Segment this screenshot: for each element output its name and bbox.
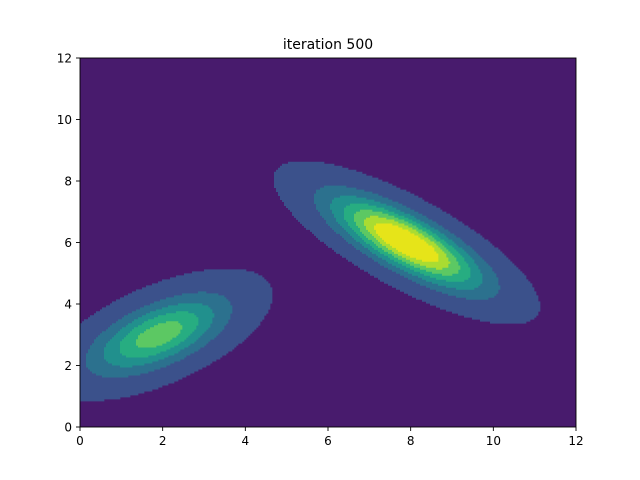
y-tick-label: 10 <box>57 113 72 127</box>
x-tick-label: 2 <box>159 434 167 448</box>
y-tick-label: 6 <box>64 236 72 250</box>
plot-area <box>79 57 577 428</box>
x-tick-label: 10 <box>486 434 501 448</box>
y-tick-label: 4 <box>64 298 72 312</box>
contour-band-7 <box>374 223 439 262</box>
chart-title: iteration 500 <box>283 37 373 53</box>
y-tick-label: 2 <box>64 359 72 373</box>
x-tick-label: 4 <box>242 434 250 448</box>
y-tick-label: 8 <box>64 175 72 189</box>
contour-band-5 <box>136 209 461 348</box>
contour-band-6 <box>364 215 451 270</box>
y-tick-label: 12 <box>57 52 72 66</box>
y-tick-label: 0 <box>64 421 72 435</box>
x-tick-label: 6 <box>324 434 332 448</box>
contour-band-3 <box>104 195 483 368</box>
x-tick-label: 12 <box>568 434 583 448</box>
x-axis: 0 2 4 6 8 10 12 <box>76 427 584 448</box>
contour-band-2 <box>86 185 501 378</box>
y-axis: 0 2 4 6 8 10 12 <box>57 52 80 435</box>
x-tick-label: 0 <box>76 434 84 448</box>
x-tick-label: 8 <box>407 434 415 448</box>
